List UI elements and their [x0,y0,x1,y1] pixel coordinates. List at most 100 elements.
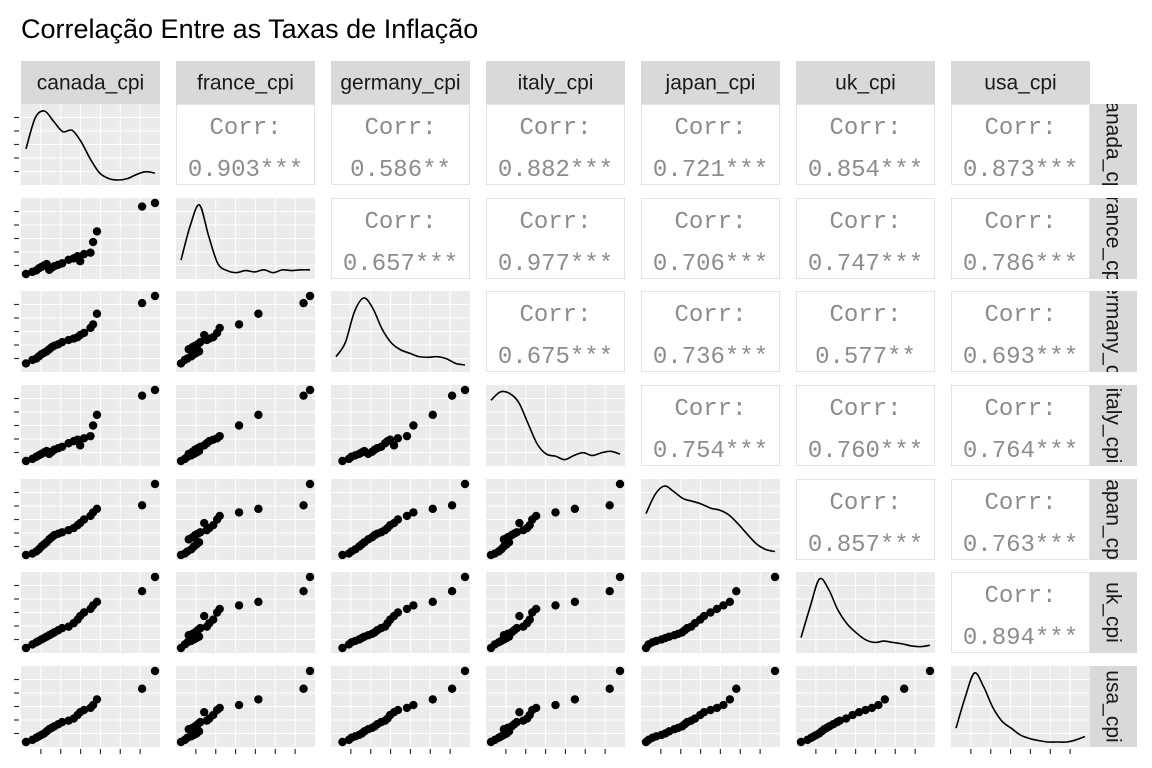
data-point [57,623,67,633]
corr-panel-japan_cpi-uk_cpi [796,479,935,560]
data-point [570,695,580,704]
data-point [409,421,418,430]
data-point [305,479,315,489]
data-point [402,431,412,441]
data-point [86,431,95,441]
data-point [605,684,614,693]
data-point [460,479,470,489]
corr-panel-france_cpi-japan_cpi [641,198,780,279]
data-point [393,608,403,617]
corr-label: Corr: [829,115,901,142]
data-point [209,615,218,624]
corr-label: Corr: [364,209,436,236]
data-point [79,705,89,715]
data-point [57,528,67,537]
data-point [854,707,864,717]
corr-panel-germany_cpi-italy_cpi [486,291,625,372]
data-point [900,684,909,693]
column-strips: canada_cpi france_cpi germany_cpi italy_cpi… [21,61,1090,104]
strip-usa_cpi [951,61,1090,104]
data-point [848,710,857,720]
corr-label: Corr: [519,302,591,329]
data-point [137,587,147,596]
corr-label: Corr: [984,115,1056,142]
corr-value-canada_cpi-france_cpi: 0.903*** [188,157,303,184]
strip-label-germany_cpi: germany_cpi [340,72,460,95]
data-point [615,479,625,489]
corr-label: Corr: [519,115,591,142]
density-line-france_cpi [180,204,311,274]
data-point [570,597,580,607]
strip-label-japan_cpi: japan_cpi [665,72,756,95]
data-point [92,410,102,420]
corr-label: Corr: [519,209,591,236]
corr-label: Corr: [984,396,1056,423]
row-strip-canada_cpi [1090,104,1137,185]
density-line-japan_cpi [645,485,776,553]
data-point [150,385,160,395]
data-point [615,572,625,582]
data-point [305,291,315,301]
data-point [447,391,457,400]
data-point [88,421,98,430]
data-point [196,337,205,347]
corr-value-canada_cpi-italy_cpi: 0.882*** [498,157,613,184]
data-point [137,202,147,211]
data-point [305,385,315,395]
data-point [234,601,244,610]
corr-value-italy_cpi-japan_cpi: 0.754*** [653,438,768,465]
data-point [699,707,709,717]
corr-panel-canada_cpi-france_cpi [176,104,315,185]
row-strip-japan_cpi [1090,479,1137,560]
data-point [706,608,715,617]
data-point [796,737,806,747]
data-point [215,323,224,333]
corr-panel-italy_cpi-uk_cpi [796,385,935,466]
data-point [200,707,209,717]
row-strip-france_cpi [1090,198,1137,279]
row-strip-label-japan_cpi: japan_cpi [1102,474,1125,565]
data-point [512,717,521,727]
data-point [835,716,844,725]
corr-panel-germany_cpi-uk_cpi [796,291,935,372]
data-point [719,700,728,710]
corr-value-germany_cpi-uk_cpi: 0.577** [815,344,916,371]
corr-value-france_cpi-uk_cpi: 0.747*** [808,251,923,278]
data-point [57,717,67,727]
row-strips: canada_cpifrance_cpigermany_cpiitaly_cpi… [1090,104,1137,747]
data-point [338,550,347,560]
corr-label: Corr: [984,302,1056,329]
corr-panel-canada_cpi-italy_cpi [486,104,625,185]
corr-value-japan_cpi-uk_cpi: 0.857*** [808,532,923,559]
data-point [605,587,614,596]
data-point [57,442,67,451]
data-point [515,707,524,717]
corr-panel-italy_cpi-usa_cpi [951,385,1090,466]
data-point [215,703,224,713]
corr-label: Corr: [984,490,1056,517]
density-line-italy_cpi [490,390,621,461]
data-point [200,441,209,450]
corr-label: Corr: [829,396,901,423]
strip-canada_cpi [21,61,160,104]
data-point [234,421,244,430]
data-point [150,291,160,301]
corr-label: Corr: [829,209,901,236]
corr-label: Corr: [829,490,901,517]
row-strip-usa_cpi [1090,666,1137,747]
data-point [512,623,521,633]
panel-grid [796,572,935,653]
corr-label: Corr: [674,302,746,329]
chart-title: Correlação Entre as Taxas de Inflação [21,14,478,44]
data-point [299,298,308,308]
data-point [299,587,308,596]
data-point [428,504,437,514]
data-point [719,601,728,610]
data-point [402,703,412,713]
strip-label-italy_cpi: italy_cpi [518,72,594,95]
data-point [234,320,244,329]
data-point [254,597,263,607]
panel-grid [951,666,1090,747]
data-point [460,385,470,395]
data-point [861,705,870,715]
